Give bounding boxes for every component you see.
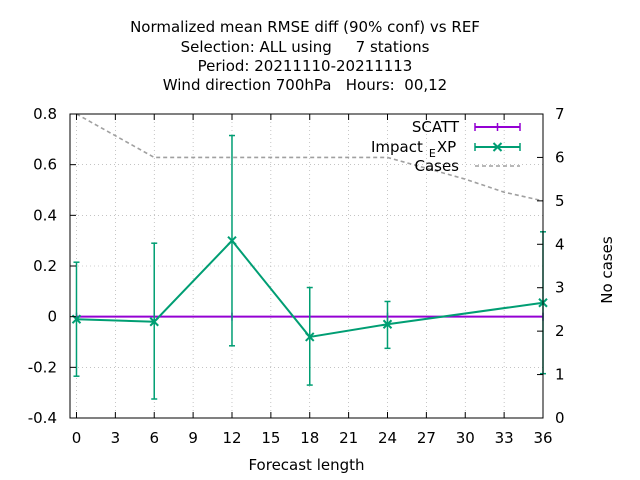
y2-tick-label: 6: [555, 148, 565, 166]
impact-point: [382, 319, 393, 329]
y2-tick-label: 3: [555, 279, 565, 297]
impact-point: [305, 332, 315, 342]
y-tick-label: 0.8: [33, 105, 57, 123]
y2-tick-label: 5: [555, 192, 565, 210]
axes: 0 3 6 9 12 15 18 21 24 27 30 33 36-0.4-0.200.20.40.6…: [28, 105, 565, 447]
x-tick-label: 3: [111, 429, 121, 447]
legend-label: Cases: [414, 157, 459, 175]
x-axis-label: Forecast length: [248, 456, 364, 474]
y-tick-label: -0.2: [28, 358, 57, 376]
y-tick-label: 0.2: [33, 257, 57, 275]
x-tick-label: 36: [533, 429, 552, 447]
x-tick-label: 27: [417, 429, 436, 447]
x-tick-label: 9: [188, 429, 198, 447]
legend-marker: [492, 142, 503, 152]
impact-point: [149, 317, 159, 327]
x-tick-label: 21: [339, 429, 358, 447]
impact-exp-series: [71, 134, 548, 400]
title-line-1: Normalized mean RMSE diff (90% conf) vs …: [130, 18, 480, 36]
y2-tick-label: 1: [555, 366, 565, 384]
title-line-2: Selection: ALL using 7 stations: [181, 38, 430, 56]
y2-tick-label: 7: [555, 105, 565, 123]
y-tick-label: 0.6: [33, 156, 57, 174]
x-tick-label: 6: [149, 429, 159, 447]
cases-series: [76, 113, 544, 202]
impact-line: [76, 239, 544, 339]
cases-line: [76, 113, 544, 202]
grid: [70, 113, 544, 419]
x-tick-label: 15: [261, 429, 280, 447]
x-tick-label: 30: [456, 429, 475, 447]
x-tick-label: 18: [300, 429, 319, 447]
x-tick-label: 0: [72, 429, 82, 447]
title-line-4: Wind direction 700hPa Hours: 00,12: [163, 76, 447, 94]
impact-point: [227, 235, 237, 246]
x-tick-label: 33: [495, 429, 514, 447]
y2-tick-label: 2: [555, 322, 565, 340]
title-line-3: Period: 20211110-20211113: [198, 57, 413, 75]
y-tick-label: -0.4: [28, 409, 57, 427]
x-tick-label: 24: [378, 429, 397, 447]
y2-tick-label: 4: [555, 235, 565, 253]
y2-tick-label: 0: [555, 409, 565, 427]
legend-label: Impact EXP: [371, 138, 456, 160]
legend-label: SCATT: [412, 118, 460, 136]
x-tick-label: 12: [222, 429, 241, 447]
y2-axis-label: No cases: [598, 236, 616, 304]
y-tick-label: 0: [47, 308, 57, 326]
y-tick-label: 0.4: [33, 206, 57, 224]
chart-title: Normalized mean RMSE diff (90% conf) vs …: [130, 18, 480, 94]
